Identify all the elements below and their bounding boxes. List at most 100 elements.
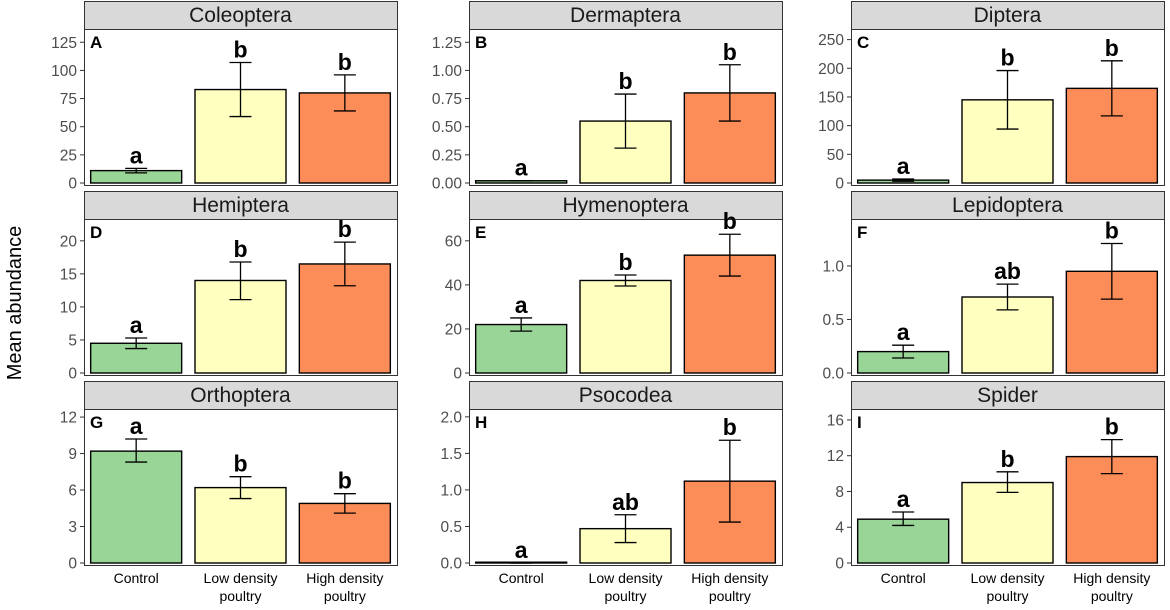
- significance-letter: b: [233, 37, 247, 63]
- x-category-label: Low density: [589, 570, 663, 586]
- bar: [579, 279, 672, 374]
- strip-header: [469, 1, 783, 30]
- panel-letter: A: [90, 33, 102, 52]
- significance-letter: b: [723, 39, 737, 65]
- strip-title: Coleoptera: [189, 4, 292, 27]
- bar: [89, 450, 183, 564]
- panel-spider: Spider I 0 4 8 12 16 a b b: [827, 381, 1165, 573]
- significance-letter: b: [1105, 414, 1119, 440]
- strip-header: [84, 381, 398, 410]
- y-tick-label: 0: [68, 176, 77, 193]
- y-tick-label: 25: [60, 147, 77, 164]
- significance-letter: b: [618, 68, 632, 94]
- x-category-label: Control: [881, 570, 926, 586]
- panel-dermaptera: Dermaptera B 0.00 0.25 0.50 0.75 1.00 1.25 a b b: [432, 1, 783, 193]
- significance-letter: b: [1105, 35, 1119, 61]
- significance-letter: a: [130, 142, 143, 168]
- y-tick-label: 0.50: [432, 119, 463, 136]
- y-tick-label: 10: [60, 299, 78, 316]
- x-category-label: High density: [691, 570, 768, 586]
- y-tick-label: 125: [51, 35, 77, 52]
- x-category-label: Control: [499, 570, 544, 586]
- strip-title: Psocodea: [579, 384, 673, 407]
- y-tick-label: 12: [60, 410, 77, 427]
- panel-hemiptera: Hemiptera D 0 5 10 15 20 a b b: [60, 191, 398, 383]
- y-tick-label: 8: [835, 484, 844, 501]
- y-tick-label: 150: [818, 89, 844, 106]
- bar: [961, 481, 1054, 564]
- x-category-label: poultry: [709, 588, 751, 604]
- significance-letter: a: [130, 413, 143, 439]
- panel-psocodea: Psocodea H 0.0 0.5 1.0 1.5 2.0 a ab b: [440, 381, 783, 573]
- strip-title: Dermaptera: [570, 4, 681, 27]
- y-tick-label: 0.0: [822, 366, 844, 383]
- panel-letter: D: [90, 223, 102, 242]
- significance-letter: b: [1000, 45, 1014, 71]
- x-category-label: poultry: [986, 588, 1028, 604]
- panel-letter: I: [857, 413, 862, 432]
- y-tick-label: 200: [818, 61, 844, 78]
- y-tick-label: 20: [445, 321, 463, 338]
- significance-letter: a: [515, 155, 528, 181]
- panel-diptera: Diptera C 0 50 100 150 200 250 a b b: [818, 1, 1165, 193]
- bar: [961, 296, 1054, 374]
- y-tick-label: 0: [835, 176, 844, 193]
- strip-header: [851, 381, 1165, 410]
- panel-lepidoptera: Lepidoptera F 0.0 0.5 1.0 a ab b: [822, 191, 1165, 383]
- y-tick-label: 12: [827, 448, 844, 465]
- significance-letter: b: [338, 468, 352, 494]
- y-tick-label: 3: [68, 519, 77, 536]
- bar: [856, 518, 950, 564]
- y-tick-label: 6: [68, 483, 77, 500]
- strip-title: Orthoptera: [190, 384, 291, 407]
- y-tick-label: 1.25: [432, 35, 462, 52]
- y-tick-label: 100: [51, 63, 77, 80]
- y-tick-label: 0: [453, 366, 462, 383]
- x-category-label: High density: [1073, 570, 1150, 586]
- y-tick-label: 9: [68, 446, 77, 463]
- y-tick-label: 250: [818, 32, 844, 49]
- x-category-label: poultry: [604, 588, 646, 604]
- significance-letter: b: [618, 249, 632, 275]
- significance-letter: b: [338, 216, 352, 242]
- panel-letter: E: [475, 223, 486, 242]
- significance-letter: b: [723, 208, 737, 234]
- y-tick-label: 0.5: [440, 519, 462, 536]
- y-axis-title: Mean abundance: [4, 226, 26, 381]
- x-category-label: Low density: [971, 570, 1045, 586]
- panel-orthoptera: Orthoptera G 0 3 6 9 12 a b b: [60, 381, 398, 573]
- y-tick-label: 0: [68, 556, 77, 573]
- y-tick-label: 0.75: [432, 91, 462, 108]
- y-tick-label: 0: [835, 556, 844, 573]
- y-tick-label: 0.0: [440, 556, 462, 573]
- significance-letter: a: [897, 319, 910, 345]
- y-tick-label: 50: [60, 119, 78, 136]
- y-tick-label: 0: [68, 366, 77, 383]
- significance-letter: b: [233, 451, 247, 477]
- significance-letter: b: [338, 49, 352, 75]
- y-tick-label: 75: [60, 91, 77, 108]
- strip-title: Hymenoptera: [562, 194, 688, 217]
- y-tick-label: 2.0: [440, 409, 462, 426]
- x-category-label: High density: [306, 570, 383, 586]
- y-tick-label: 0.5: [822, 312, 844, 329]
- x-category-label: Control: [114, 570, 159, 586]
- significance-letter: b: [1000, 446, 1014, 472]
- bar: [683, 92, 777, 184]
- strip-title: Diptera: [974, 4, 1042, 27]
- significance-letter: b: [1105, 217, 1119, 243]
- y-tick-label: 0.25: [432, 147, 462, 164]
- strip-title: Hemiptera: [192, 194, 289, 217]
- y-tick-label: 4: [835, 520, 844, 537]
- significance-letter: a: [515, 292, 528, 318]
- strip-title: Spider: [977, 384, 1038, 407]
- panel-letter: B: [475, 33, 487, 52]
- y-tick-label: 20: [60, 233, 78, 250]
- significance-letter: a: [897, 486, 910, 512]
- panel-letter: G: [90, 413, 103, 432]
- x-category-label: poultry: [1091, 588, 1133, 604]
- significance-letter: a: [897, 153, 910, 179]
- y-tick-label: 1.0: [440, 482, 462, 499]
